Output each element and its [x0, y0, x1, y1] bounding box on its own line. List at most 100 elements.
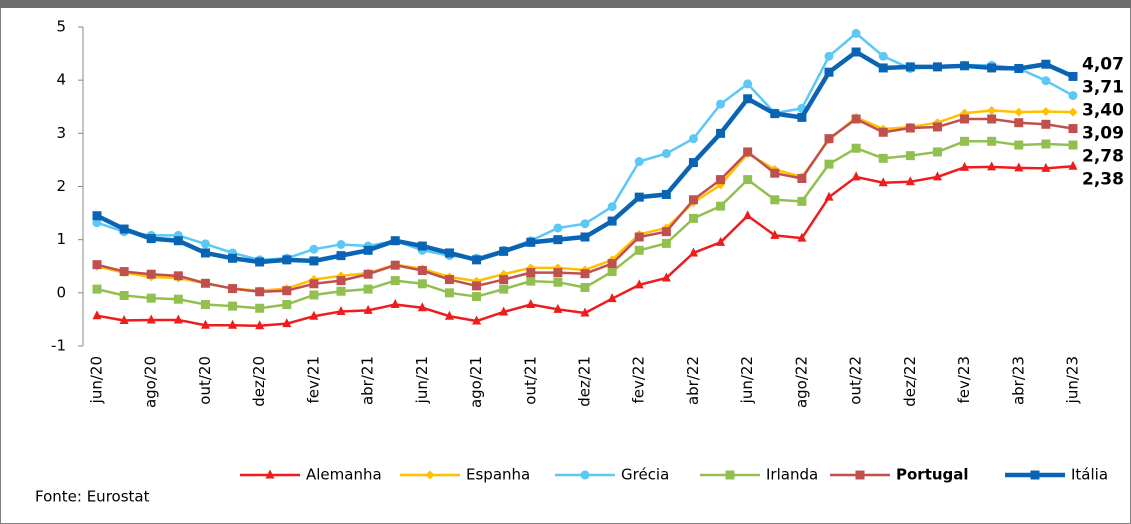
point [472, 292, 482, 302]
point [499, 275, 509, 285]
point [661, 189, 671, 199]
point [1014, 118, 1024, 128]
point [526, 237, 536, 247]
legend-label: Espanha [466, 466, 530, 484]
value-label: 3,40 [1082, 100, 1124, 120]
point [716, 236, 726, 246]
point [526, 276, 536, 286]
point [336, 239, 346, 249]
point [634, 245, 644, 255]
point [797, 112, 807, 122]
point [146, 314, 156, 324]
point [743, 79, 753, 89]
point [282, 255, 292, 265]
y-tick-label: 4 [56, 71, 66, 89]
value-label: 2,38 [1082, 169, 1124, 189]
point [444, 310, 454, 320]
point [255, 303, 265, 313]
point [716, 201, 726, 211]
point [905, 123, 915, 133]
point [390, 236, 400, 246]
point [743, 147, 753, 157]
point [553, 223, 563, 233]
point [417, 279, 427, 289]
point [228, 284, 238, 294]
point [173, 294, 183, 304]
point [1041, 59, 1051, 69]
point [634, 232, 644, 242]
point [716, 128, 726, 138]
point [607, 202, 617, 212]
point [146, 293, 156, 303]
point [1041, 107, 1051, 117]
point [390, 260, 400, 270]
point [824, 191, 834, 201]
point [855, 470, 865, 480]
value-label: 3,09 [1082, 123, 1124, 143]
point [770, 195, 780, 205]
point [309, 256, 319, 266]
point [1041, 162, 1051, 172]
y-tick-label: 2 [56, 177, 66, 195]
point [1068, 124, 1078, 134]
point [851, 143, 861, 153]
y-tick-label: 5 [56, 18, 66, 36]
point [607, 293, 617, 303]
point [743, 175, 753, 185]
point [661, 227, 671, 237]
point [363, 269, 373, 279]
point [716, 99, 726, 109]
value-label: 2,78 [1082, 146, 1124, 166]
point [878, 153, 888, 163]
point [607, 216, 617, 226]
point [851, 47, 861, 57]
point [770, 168, 780, 178]
point [1030, 470, 1040, 480]
point [878, 51, 888, 61]
point [960, 161, 970, 171]
point [309, 279, 319, 289]
point [282, 300, 292, 310]
point [1041, 119, 1051, 129]
x-tick-label: dez/20 [250, 356, 268, 407]
point [92, 310, 102, 320]
point [255, 320, 265, 330]
point [987, 161, 997, 171]
x-tick-label: abr/23 [1009, 356, 1027, 405]
point [499, 246, 509, 256]
point [878, 127, 888, 137]
legend-label: Alemanha [306, 466, 382, 484]
point [960, 114, 970, 124]
point [960, 61, 970, 71]
point [580, 219, 590, 229]
point [824, 51, 834, 61]
point [770, 229, 780, 239]
title-bar [0, 0, 1131, 8]
point [282, 318, 292, 328]
point [472, 315, 482, 325]
point [1014, 63, 1024, 73]
point [824, 134, 834, 144]
point [336, 305, 346, 315]
point [173, 236, 183, 246]
x-tick-label: ago/20 [142, 356, 160, 408]
point [499, 284, 509, 294]
point [987, 136, 997, 146]
point [417, 302, 427, 312]
point [851, 28, 861, 38]
point [92, 284, 102, 294]
value-label: 4,07 [1082, 54, 1124, 74]
point [878, 63, 888, 73]
point [417, 266, 427, 276]
point [255, 257, 265, 267]
point [336, 251, 346, 261]
legend-label: Portugal [896, 466, 969, 484]
y-tick-label: -1 [51, 337, 66, 355]
point [309, 310, 319, 320]
x-tick-label: out/22 [847, 356, 865, 405]
point [553, 235, 563, 245]
point [472, 255, 482, 265]
point [265, 469, 275, 479]
point [688, 158, 698, 168]
point [363, 284, 373, 294]
